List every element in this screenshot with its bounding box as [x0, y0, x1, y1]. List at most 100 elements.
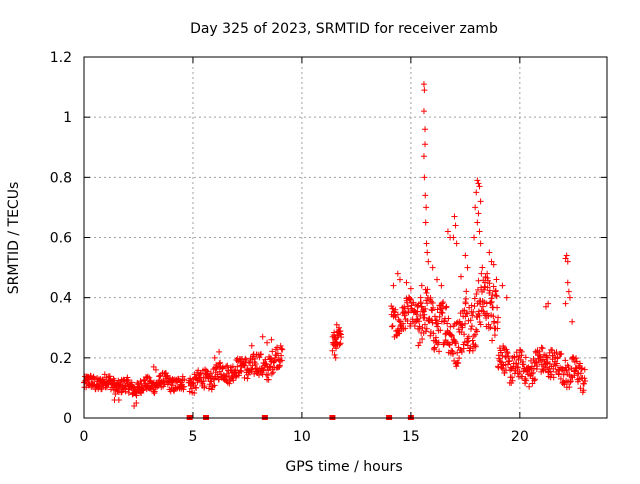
- data-point: [337, 340, 344, 347]
- data-point: [530, 369, 537, 376]
- data-point: [427, 329, 434, 336]
- x-tick-label: 5: [188, 429, 197, 445]
- data-point: [558, 350, 565, 357]
- data-point: [430, 304, 437, 311]
- data-point: [486, 287, 493, 294]
- axes: [83, 56, 608, 419]
- data-point: [488, 298, 495, 305]
- data-point: [455, 360, 462, 367]
- data-point: [447, 234, 454, 241]
- data-point: [490, 261, 497, 268]
- data-point: [248, 366, 255, 373]
- data-point: [454, 349, 461, 356]
- data-point: [562, 300, 569, 307]
- data-point: [487, 324, 494, 331]
- data-point: [444, 228, 451, 235]
- data-point: [425, 258, 432, 265]
- data-point: [499, 359, 506, 366]
- data-point: [455, 326, 462, 333]
- data-point: [454, 359, 461, 366]
- data-point: [519, 373, 526, 380]
- data-point: [262, 360, 269, 367]
- data-point: [151, 388, 158, 395]
- data-point: [437, 327, 444, 334]
- y-tick-label: 0.6: [50, 231, 72, 247]
- data-point: [390, 282, 397, 289]
- data-point: [265, 367, 272, 374]
- data-point: [430, 330, 437, 337]
- data-point: [433, 317, 440, 324]
- data-point: [491, 318, 498, 325]
- data-point: [453, 240, 460, 247]
- data-point: [419, 324, 426, 331]
- data-point: [206, 381, 213, 388]
- data-point: [470, 308, 477, 315]
- data-point: [471, 303, 478, 310]
- data-point: [422, 192, 429, 199]
- data-point: [205, 385, 212, 392]
- data-point: [435, 320, 442, 327]
- data-point: [424, 249, 431, 256]
- y-tick-label: 1.2: [50, 50, 72, 66]
- data-point: [522, 354, 529, 361]
- data-point: [471, 295, 478, 302]
- data-point: [473, 291, 480, 298]
- data-point: [423, 325, 430, 332]
- data-point: [520, 361, 527, 368]
- data-point: [201, 383, 208, 390]
- data-point: [469, 347, 476, 354]
- data-point: [400, 320, 407, 327]
- data-point: [550, 374, 557, 381]
- data-point: [415, 342, 422, 349]
- data-point: [562, 255, 569, 262]
- data-point: [329, 347, 336, 354]
- data-point: [547, 368, 554, 375]
- data-point: [268, 336, 275, 343]
- data-point: [475, 180, 482, 187]
- data-point: [434, 276, 441, 283]
- data-point: [181, 376, 188, 383]
- data-point: [442, 304, 449, 311]
- data-point: [446, 341, 453, 348]
- data-point: [278, 357, 285, 364]
- data-point: [504, 361, 511, 368]
- data-point: [565, 366, 572, 373]
- data-point: [477, 321, 484, 328]
- data-point: [133, 399, 140, 406]
- data-point: [257, 351, 264, 358]
- data-point: [475, 210, 482, 217]
- data-point: [528, 370, 535, 377]
- data-point: [544, 354, 551, 361]
- data-point: [492, 288, 499, 295]
- data-point: [453, 320, 460, 327]
- data-point: [463, 310, 470, 317]
- data-point: [420, 108, 427, 115]
- data-point: [581, 366, 588, 373]
- data-point: [332, 354, 339, 361]
- data-point: [468, 302, 475, 309]
- data-point: [553, 349, 560, 356]
- data-point: [438, 282, 445, 289]
- data-point: [489, 291, 496, 298]
- data-point: [575, 378, 582, 385]
- data-point: [422, 219, 429, 226]
- data-point: [395, 327, 402, 334]
- data-point: [465, 338, 472, 345]
- data-point: [469, 337, 476, 344]
- data-point: [476, 312, 483, 319]
- data-point: [259, 333, 266, 340]
- data-point: [450, 350, 457, 357]
- data-point: [114, 387, 121, 394]
- data-point: [560, 371, 567, 378]
- data-point: [446, 341, 453, 348]
- data-point: [530, 365, 537, 372]
- data-point: [243, 356, 250, 363]
- data-point: [211, 382, 218, 389]
- data-point: [463, 339, 470, 346]
- data-point: [394, 270, 401, 277]
- data-point: [581, 380, 588, 387]
- data-point: [223, 363, 230, 370]
- data-point: [499, 282, 506, 289]
- data-point: [529, 380, 536, 387]
- data-point: [472, 204, 479, 211]
